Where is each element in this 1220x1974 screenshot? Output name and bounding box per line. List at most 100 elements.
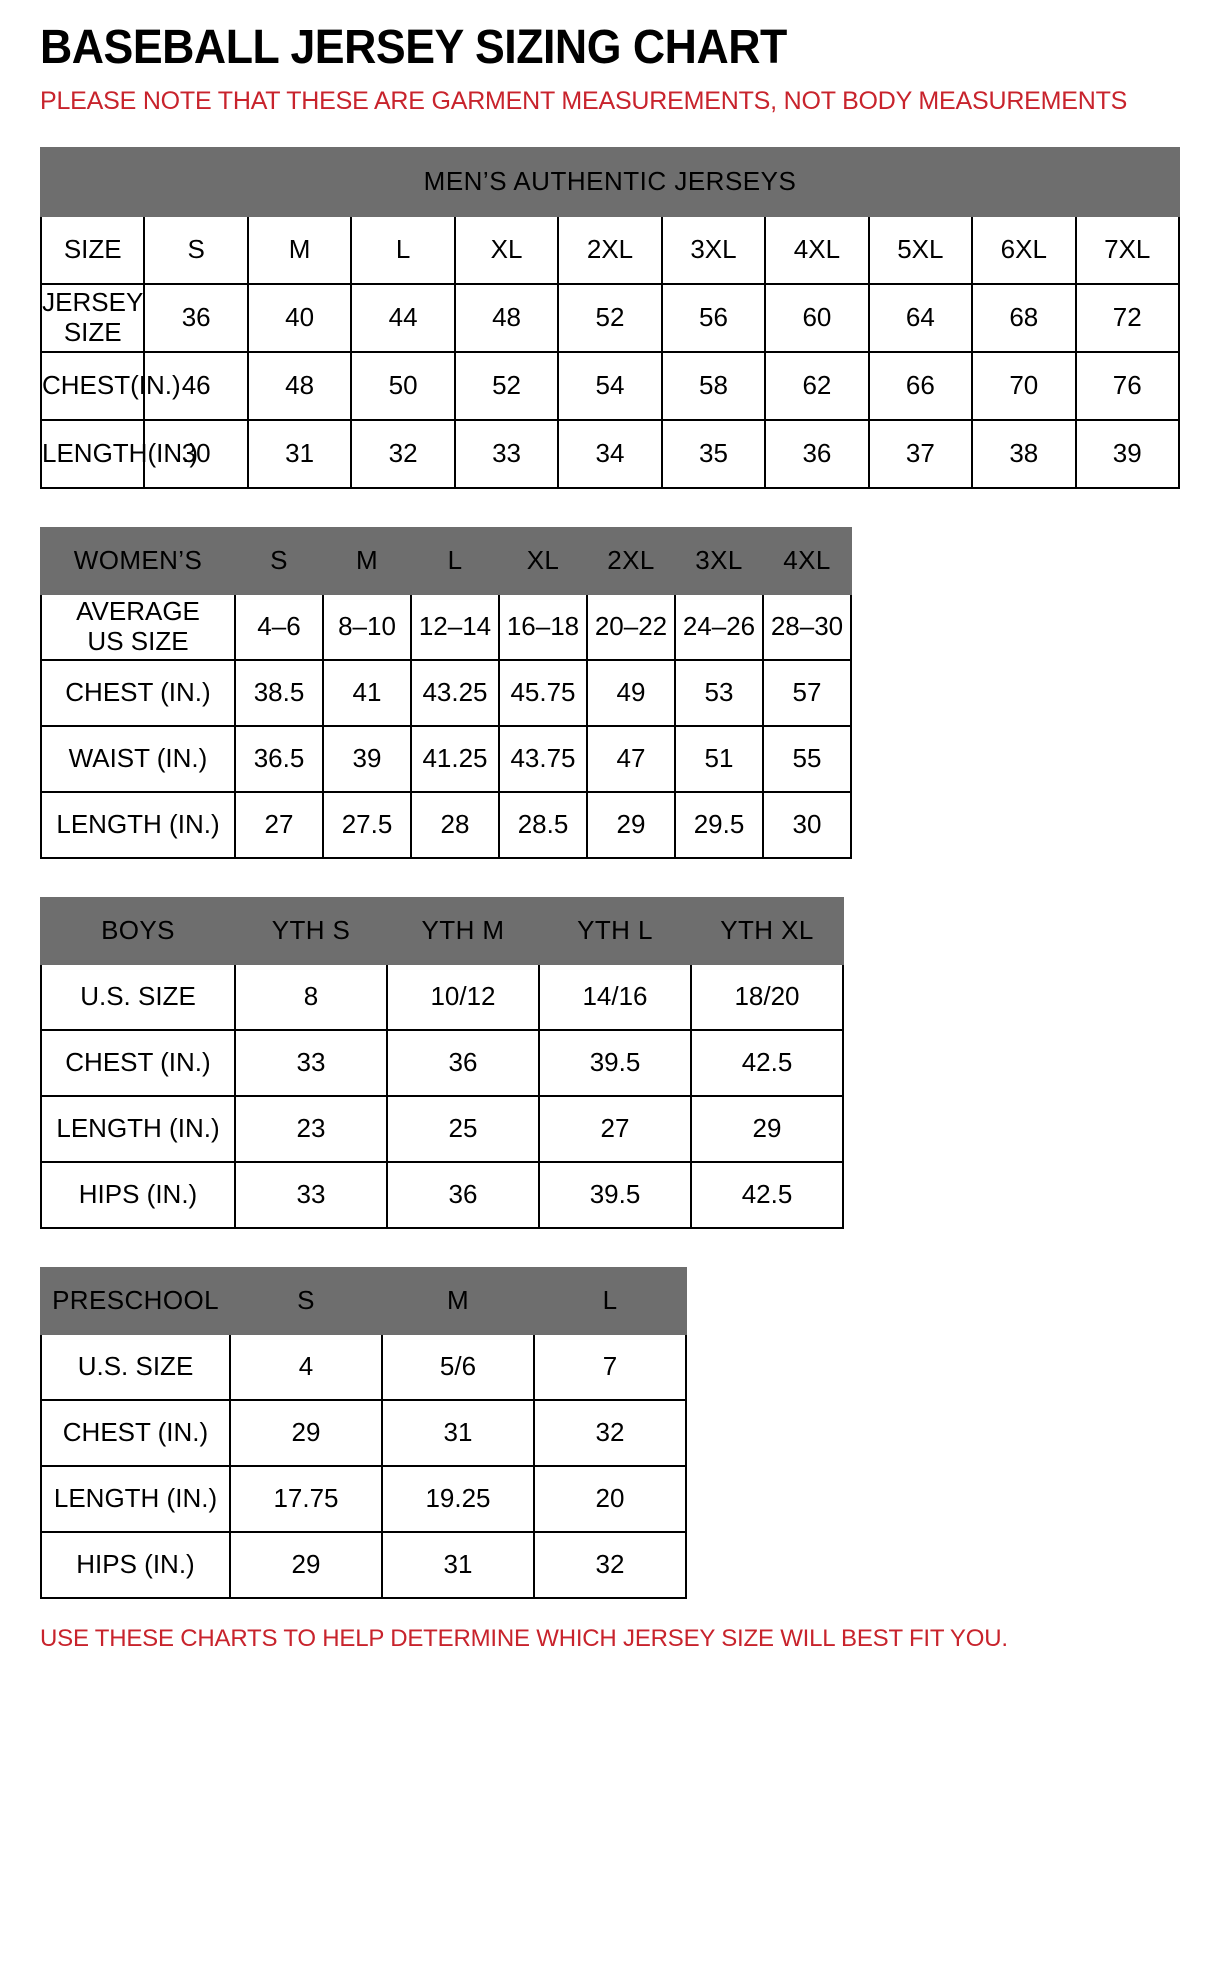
womens-cell: 8–10 bbox=[322, 593, 412, 661]
mens-cell: 68 bbox=[971, 283, 1077, 353]
boys-cell: 36 bbox=[386, 1161, 540, 1229]
mens-cell: 58 bbox=[660, 351, 767, 421]
table-row: LENGTH (IN.) 17.75 19.25 20 bbox=[40, 1465, 687, 1533]
womens-col-header: S bbox=[234, 527, 324, 595]
preschool-corner-label: PRESCHOOL bbox=[40, 1267, 231, 1335]
preschool-cell: 32 bbox=[533, 1531, 687, 1599]
boys-row-label: U.S. SIZE bbox=[40, 963, 236, 1031]
womens-cell: 39 bbox=[322, 725, 412, 793]
measurement-disclaimer: PLEASE NOTE THAT THESE ARE GARMENT MEASU… bbox=[40, 87, 1128, 115]
usage-footnote: USE THESE CHARTS TO HELP DETERMINE WHICH… bbox=[40, 1625, 1008, 1652]
womens-cell: 51 bbox=[674, 725, 764, 793]
mens-cell: 39 bbox=[1074, 419, 1181, 489]
table-header-row: PRESCHOOL S M L bbox=[40, 1267, 687, 1335]
mens-col-header: S bbox=[143, 215, 249, 285]
womens-cell: 45.75 bbox=[498, 659, 588, 727]
boys-cell: 27 bbox=[538, 1095, 692, 1163]
womens-cell: 53 bbox=[674, 659, 764, 727]
table-header-row: WOMEN’S S M L XL 2XL 3XL 4XL bbox=[40, 527, 852, 595]
womens-row-label: LENGTH (IN.) bbox=[40, 791, 236, 859]
boys-cell: 8 bbox=[234, 963, 388, 1031]
womens-cell: 4–6 bbox=[234, 593, 324, 661]
mens-cell: 48 bbox=[453, 283, 560, 353]
mens-cell: 37 bbox=[867, 419, 974, 489]
boys-col-header: YTH M bbox=[386, 897, 540, 965]
boys-row-label: LENGTH (IN.) bbox=[40, 1095, 236, 1163]
table-row: WAIST (IN.) 36.5 39 41.25 43.75 47 51 55 bbox=[40, 725, 852, 793]
womens-cell: 43.75 bbox=[498, 725, 588, 793]
womens-cell: 38.5 bbox=[234, 659, 324, 727]
preschool-row-label: CHEST (IN.) bbox=[40, 1399, 231, 1467]
womens-cell: 49 bbox=[586, 659, 676, 727]
mens-col-header: 5XL bbox=[867, 215, 974, 285]
table-row: CHEST (IN.) 33 36 39.5 42.5 bbox=[40, 1029, 844, 1097]
womens-sizing-table: WOMEN’S S M L XL 2XL 3XL 4XL AVERAGE US … bbox=[40, 527, 852, 859]
womens-row-label: WAIST (IN.) bbox=[40, 725, 236, 793]
boys-sizing-table: BOYS YTH S YTH M YTH L YTH XL U.S. SIZE … bbox=[40, 897, 844, 1229]
preschool-cell: 29 bbox=[229, 1399, 383, 1467]
table-row: U.S. SIZE 8 10/12 14/16 18/20 bbox=[40, 963, 844, 1031]
womens-cell: 20–22 bbox=[586, 593, 676, 661]
table-row: LENGTH(IN.) 30 31 32 33 34 35 36 37 38 3… bbox=[39, 419, 1181, 489]
boys-cell: 33 bbox=[234, 1029, 388, 1097]
table-header-row: BOYS YTH S YTH M YTH L YTH XL bbox=[40, 897, 844, 965]
boys-cell: 36 bbox=[386, 1029, 540, 1097]
mens-cell: 35 bbox=[660, 419, 767, 489]
mens-cell: 38 bbox=[971, 419, 1077, 489]
womens-cell: 28–30 bbox=[762, 593, 852, 661]
table-row: U.S. SIZE 4 5/6 7 bbox=[40, 1333, 687, 1401]
mens-col-header: 6XL bbox=[971, 215, 1077, 285]
mens-col-header: 2XL bbox=[557, 215, 663, 285]
womens-cell: 57 bbox=[762, 659, 852, 727]
boys-cell: 42.5 bbox=[690, 1029, 844, 1097]
table-row: LENGTH (IN.) 23 25 27 29 bbox=[40, 1095, 844, 1163]
boys-cell: 39.5 bbox=[538, 1161, 692, 1229]
womens-cell: 41 bbox=[322, 659, 412, 727]
table-row: HIPS (IN.) 33 36 39.5 42.5 bbox=[40, 1161, 844, 1229]
preschool-col-header: S bbox=[229, 1267, 383, 1335]
preschool-row-label: U.S. SIZE bbox=[40, 1333, 231, 1401]
womens-col-header: M bbox=[322, 527, 412, 595]
mens-banner-label: MEN’S AUTHENTIC JERSEYS bbox=[40, 147, 1180, 217]
mens-cell: 44 bbox=[350, 283, 456, 353]
mens-cell: 60 bbox=[764, 283, 870, 353]
boys-cell: 42.5 bbox=[690, 1161, 844, 1229]
boys-col-header: YTH XL bbox=[690, 897, 844, 965]
boys-cell: 14/16 bbox=[538, 963, 692, 1031]
womens-cell: 47 bbox=[586, 725, 676, 793]
mens-cell: 40 bbox=[246, 283, 353, 353]
womens-col-header: 4XL bbox=[762, 527, 852, 595]
womens-col-header: XL bbox=[498, 527, 588, 595]
boys-cell: 18/20 bbox=[690, 963, 844, 1031]
boys-cell: 25 bbox=[386, 1095, 540, 1163]
table-row: HIPS (IN.) 29 31 32 bbox=[40, 1531, 687, 1599]
mens-cell: 56 bbox=[660, 283, 767, 353]
womens-cell: 29.5 bbox=[674, 791, 764, 859]
womens-row-label-line1: AVERAGE bbox=[76, 596, 200, 627]
boys-row-label: CHEST (IN.) bbox=[40, 1029, 236, 1097]
boys-col-header: YTH S bbox=[234, 897, 388, 965]
womens-cell: 12–14 bbox=[410, 593, 500, 661]
mens-cell: 46 bbox=[143, 351, 249, 421]
mens-cell: 36 bbox=[143, 283, 249, 353]
womens-cell: 29 bbox=[586, 791, 676, 859]
table-row: LENGTH (IN.) 27 27.5 28 28.5 29 29.5 30 bbox=[40, 791, 852, 859]
mens-cell: 30 bbox=[143, 419, 249, 489]
table-row: JERSEY SIZE 36 40 44 48 52 56 60 64 68 7… bbox=[39, 283, 1181, 353]
mens-row-label: LENGTH(IN.) bbox=[39, 419, 198, 489]
womens-cell: 36.5 bbox=[234, 725, 324, 793]
womens-col-header: L bbox=[410, 527, 500, 595]
table-banner-row: MEN’S AUTHENTIC JERSEYS bbox=[40, 147, 1180, 217]
mens-cell: 52 bbox=[453, 351, 560, 421]
preschool-cell: 20 bbox=[533, 1465, 687, 1533]
womens-cell: 27.5 bbox=[322, 791, 412, 859]
mens-cell: 34 bbox=[557, 419, 663, 489]
womens-cell: 30 bbox=[762, 791, 852, 859]
womens-cell: 41.25 bbox=[410, 725, 500, 793]
mens-cell: 64 bbox=[867, 283, 974, 353]
preschool-cell: 7 bbox=[533, 1333, 687, 1401]
mens-cell: 72 bbox=[1074, 283, 1181, 353]
womens-cell: 28 bbox=[410, 791, 500, 859]
womens-cell: 24–26 bbox=[674, 593, 764, 661]
